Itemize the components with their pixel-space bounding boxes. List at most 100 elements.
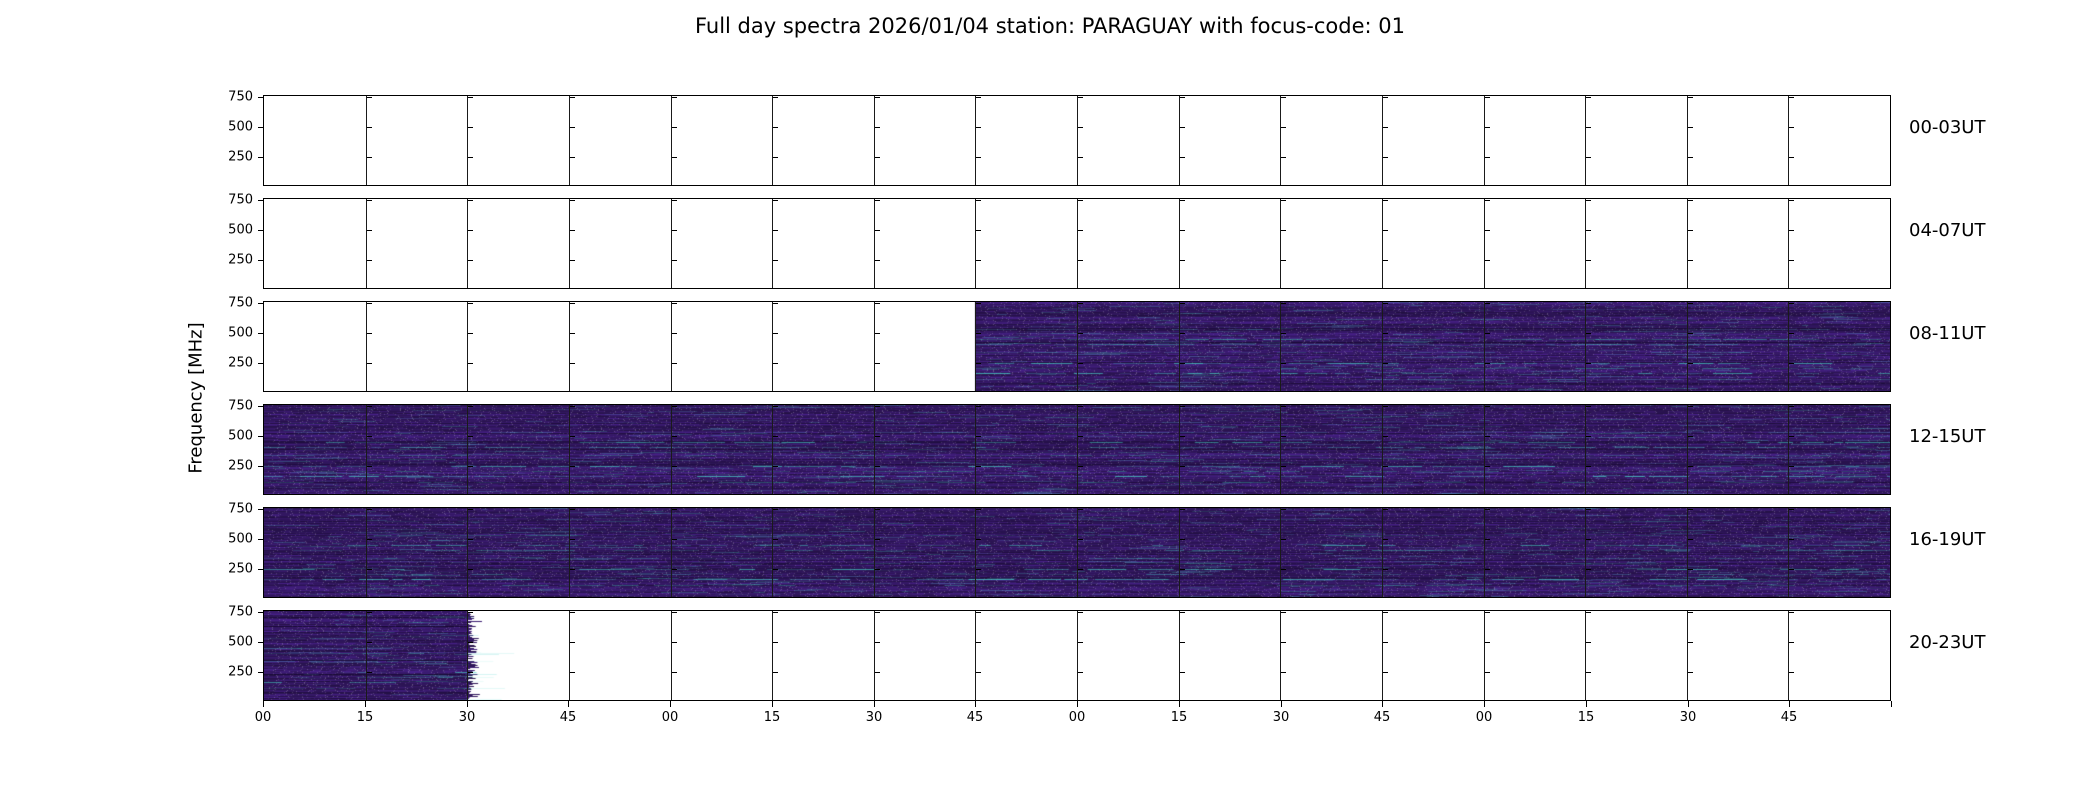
segment-ytick — [367, 612, 372, 613]
y-tick-label: 500 — [228, 531, 253, 547]
segment-ytick — [1586, 230, 1591, 231]
segment-ytick — [875, 672, 880, 673]
segment-ytick — [1383, 127, 1388, 128]
segment-ytick — [468, 363, 473, 364]
x-tick-mark — [1891, 701, 1892, 707]
segment-gridline — [1077, 302, 1078, 391]
segment-ytick — [773, 230, 778, 231]
segment-gridline — [569, 508, 570, 597]
segment-ytick — [1688, 612, 1693, 613]
segment-ytick — [976, 642, 981, 643]
segment-ytick — [875, 333, 880, 334]
segment-ytick — [468, 230, 473, 231]
y-tick-mark — [258, 406, 263, 407]
y-tick-mark — [258, 303, 263, 304]
segment-ytick — [1586, 466, 1591, 467]
segment-ytick — [1078, 642, 1083, 643]
segment-ytick — [875, 230, 880, 231]
x-tick-label: 45 — [966, 710, 984, 725]
segment-ytick — [875, 569, 880, 570]
segment-ytick — [1586, 127, 1591, 128]
segment-ytick — [1586, 157, 1591, 158]
segment-ytick — [773, 642, 778, 643]
segment-ytick — [672, 569, 677, 570]
segment-ytick — [875, 200, 880, 201]
segment-gridline — [467, 302, 468, 391]
segment-ytick — [1383, 157, 1388, 158]
row-time-label: 08-11UT — [1909, 323, 1986, 344]
segment-ytick — [672, 539, 677, 540]
segment-ytick — [875, 157, 880, 158]
segment-ytick — [875, 406, 880, 407]
segment-gridline — [1687, 405, 1688, 494]
segment-ytick — [976, 672, 981, 673]
segment-gridline — [569, 405, 570, 494]
segment-ytick — [1789, 260, 1794, 261]
segment-gridline — [569, 302, 570, 391]
segment-gridline — [772, 508, 773, 597]
segment-ytick — [1383, 406, 1388, 407]
segment-ytick — [1180, 466, 1185, 467]
y-tick-mark — [258, 436, 263, 437]
segment-gridline — [1280, 302, 1281, 391]
x-tick-label: 15 — [1577, 710, 1595, 725]
segment-gridline — [1077, 96, 1078, 185]
segment-ytick — [1281, 260, 1286, 261]
segment-gridline — [1687, 611, 1688, 700]
segment-ytick — [976, 333, 981, 334]
segment-gridline — [975, 96, 976, 185]
x-tick-label: 45 — [1373, 710, 1391, 725]
segment-ytick — [1180, 672, 1185, 673]
segment-ytick — [1789, 672, 1794, 673]
x-tick-label: 00 — [254, 710, 272, 725]
segment-ytick — [875, 642, 880, 643]
segment-ytick — [875, 97, 880, 98]
segment-ytick — [773, 363, 778, 364]
segment-gridline — [467, 508, 468, 597]
segment-gridline — [874, 96, 875, 185]
segment-ytick — [367, 406, 372, 407]
segment-gridline — [1382, 508, 1383, 597]
y-tick-label: 250 — [228, 355, 253, 371]
segment-ytick — [1180, 230, 1185, 231]
segment-gridline — [975, 199, 976, 288]
segment-ytick — [1281, 127, 1286, 128]
segment-gridline — [1280, 405, 1281, 494]
y-tick-mark — [258, 363, 263, 364]
segment-ytick — [976, 230, 981, 231]
segment-ytick — [1281, 230, 1286, 231]
segment-gridline — [366, 508, 367, 597]
segment-gridline — [1382, 96, 1383, 185]
segment-gridline — [772, 96, 773, 185]
segment-ytick — [773, 672, 778, 673]
segment-ytick — [1180, 642, 1185, 643]
segment-gridline — [1687, 302, 1688, 391]
segment-ytick — [468, 436, 473, 437]
x-tick-label: 15 — [763, 710, 781, 725]
segment-ytick — [1078, 539, 1083, 540]
y-tick-label: 750 — [228, 501, 253, 517]
segment-ytick — [1586, 509, 1591, 510]
segment-ytick — [1180, 363, 1185, 364]
x-tick-mark — [1789, 701, 1790, 707]
segment-gridline — [1788, 611, 1789, 700]
segment-ytick — [672, 466, 677, 467]
segment-ytick — [1789, 363, 1794, 364]
segment-ytick — [875, 539, 880, 540]
segment-ytick — [1485, 230, 1490, 231]
y-tick-label: 500 — [228, 222, 253, 238]
segment-ytick — [1281, 436, 1286, 437]
segment-ytick — [367, 260, 372, 261]
segment-ytick — [1078, 509, 1083, 510]
segment-gridline — [467, 199, 468, 288]
segment-ytick — [570, 97, 575, 98]
segment-ytick — [1485, 672, 1490, 673]
segment-ytick — [773, 436, 778, 437]
segment-ytick — [1180, 406, 1185, 407]
segment-ytick — [1688, 466, 1693, 467]
x-tick-mark — [1586, 701, 1587, 707]
segment-ytick — [1180, 97, 1185, 98]
segment-ytick — [976, 260, 981, 261]
segment-ytick — [1688, 97, 1693, 98]
segment-gridline — [1585, 96, 1586, 185]
